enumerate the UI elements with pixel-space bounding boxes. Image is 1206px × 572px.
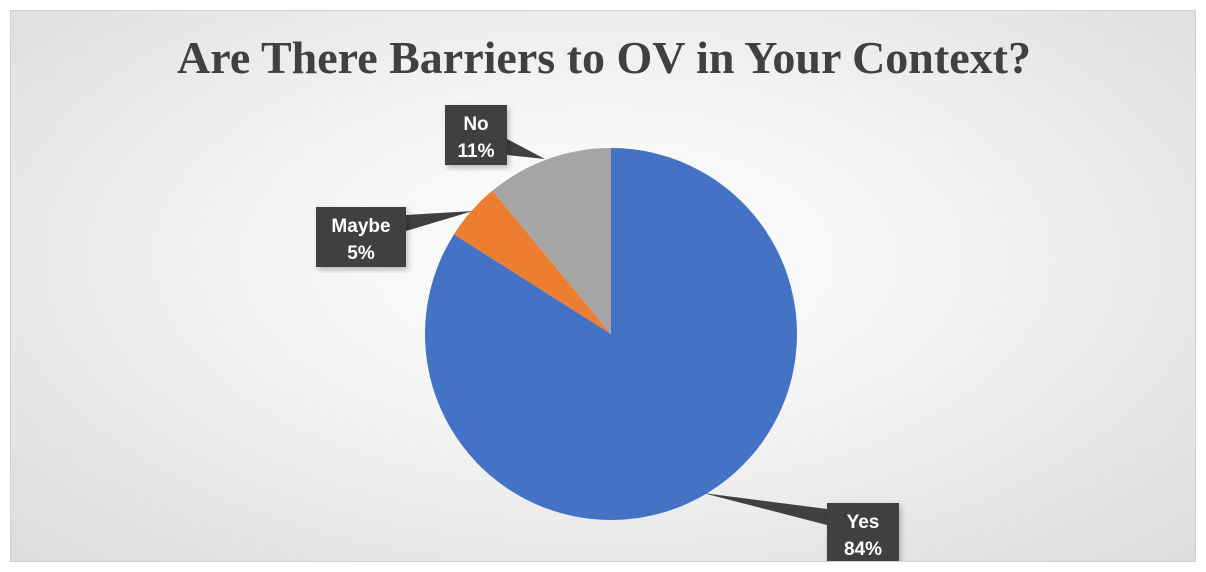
chart-frame: Are There Barriers to OV in Your Context… xyxy=(10,10,1196,562)
data-label-category-yes: Yes xyxy=(847,512,880,533)
data-label-percent-no: 11% xyxy=(458,141,495,162)
data-label-percent-maybe: 5% xyxy=(347,243,375,264)
leader-line-yes xyxy=(703,493,827,525)
pie-slices xyxy=(425,148,797,520)
data-label-category-no: No xyxy=(463,114,488,135)
leader-line-no xyxy=(507,139,545,159)
data-label-percent-yes: 84% xyxy=(844,539,882,560)
pie-chart: Yes 84% Maybe 5% No 11% xyxy=(11,11,1196,562)
data-label-category-maybe: Maybe xyxy=(331,216,390,237)
